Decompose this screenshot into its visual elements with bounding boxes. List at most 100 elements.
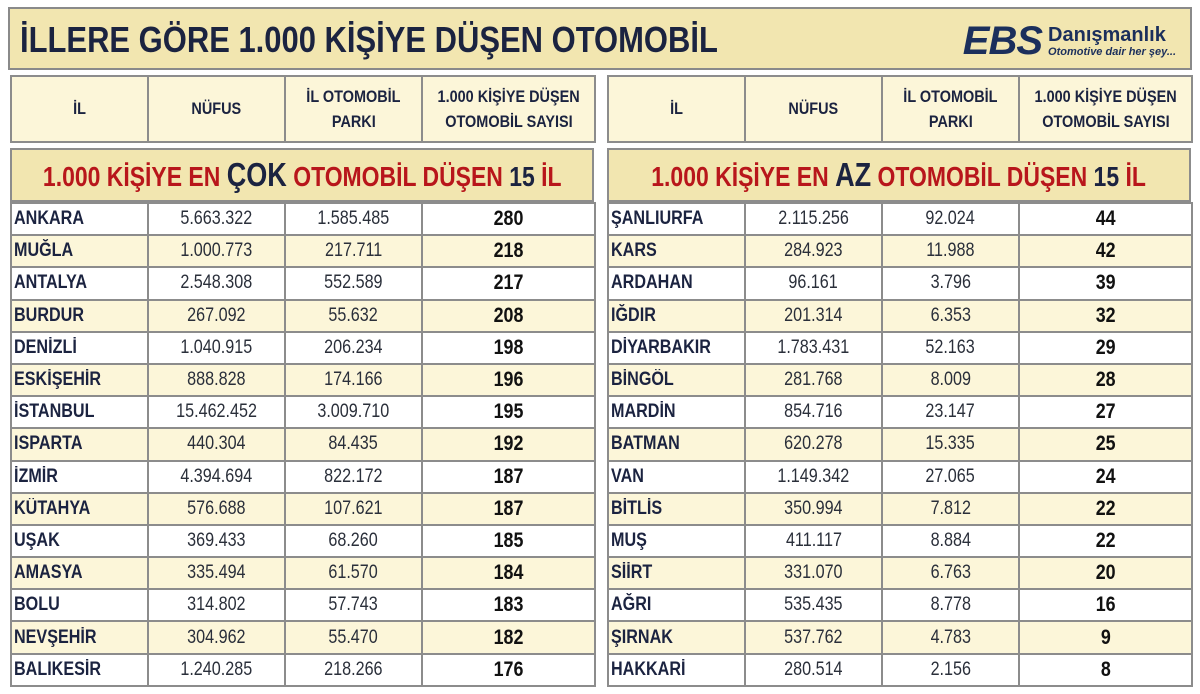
province-cell: DİYARBAKIR [607,330,746,365]
per-1000-cell: 22 [1018,491,1193,526]
province-cell: ŞANLIURFA [607,201,746,237]
province-cell: IĞDIR [607,298,746,333]
table-row: UŞAK 369.433 68.260 185 [10,523,596,559]
population-cell: 4.394.694 [147,459,286,494]
per-1000-cell: 198 [421,330,596,365]
car-park-cell: 7.812 [881,491,1020,526]
car-park-cell: 8.884 [881,523,1020,559]
table-row: NEVŞEHİR 304.962 55.470 182 [10,620,596,655]
province-cell: ANKARA [10,201,149,237]
population-cell: 1.000.773 [147,234,286,269]
population-cell: 888.828 [147,362,286,398]
header-park: İL OTOMOBİL PARKI [284,75,423,143]
car-park-cell: 68.260 [284,523,423,559]
per-1000-cell: 176 [421,652,596,687]
province-cell: MUĞLA [10,234,149,269]
province-cell: AĞRI [607,588,746,623]
data-table: ŞANLIURFA 2.115.256 92.024 44 KARS 284.923 11.… [607,201,1193,687]
province-cell: BİNGÖL [607,362,746,398]
per-1000-cell: 8 [1018,652,1193,687]
car-park-cell: 3.009.710 [284,395,423,430]
table-row: VAN 1.149.342 27.065 24 [607,459,1193,494]
logo-slogan: Otomotive dair her şey... [1048,45,1176,58]
population-cell: 369.433 [147,523,286,559]
province-cell: BATMAN [607,427,746,462]
per-1000-cell: 187 [421,491,596,526]
table-row: BİTLİS 350.994 7.812 22 [607,491,1193,526]
page-title: İLLERE GÖRE 1.000 KİŞİYE DÜŞEN OTOMOBİL [20,19,718,60]
car-park-cell: 6.763 [881,556,1020,591]
table-row: ISPARTA 440.304 84.435 192 [10,427,596,462]
population-cell: 331.070 [744,556,883,591]
per-1000-cell: 184 [421,556,596,591]
province-cell: İSTANBUL [10,395,149,430]
car-park-cell: 27.065 [881,459,1020,494]
car-park-cell: 8.778 [881,588,1020,623]
population-cell: 350.994 [744,491,883,526]
table-row: ESKİŞEHİR 888.828 174.166 196 [10,362,596,398]
per-1000-cell: 24 [1018,459,1193,494]
province-cell: İZMİR [10,459,149,494]
data-table: ANKARA 5.663.322 1.585.485 280 MUĞLA 1.000.77… [10,201,596,687]
header-oran: 1.000 KİŞİYE DÜŞEN OTOMOBİL SAYISI [421,75,596,143]
car-park-cell: 206.234 [284,330,423,365]
population-cell: 201.314 [744,298,883,333]
province-cell: NEVŞEHİR [10,620,149,655]
province-cell: MUŞ [607,523,746,559]
per-1000-cell: 32 [1018,298,1193,333]
province-cell: BURDUR [10,298,149,333]
table-row: İSTANBUL 15.462.452 3.009.710 195 [10,395,596,430]
header-nufus: NÜFUS [147,75,286,143]
province-cell: SİİRT [607,556,746,591]
table-row: BALIKESİR 1.240.285 218.266 176 [10,652,596,687]
table-row: ŞIRNAK 537.762 4.783 9 [607,620,1193,655]
population-cell: 314.802 [147,588,286,623]
table-row: BATMAN 620.278 15.335 25 [607,427,1193,462]
car-park-cell: 8.009 [881,362,1020,398]
car-park-cell: 11.988 [881,234,1020,269]
car-park-cell: 822.172 [284,459,423,494]
car-park-cell: 218.266 [284,652,423,687]
table-row: HAKKARİ 280.514 2.156 8 [607,652,1193,687]
province-cell: ARDAHAN [607,266,746,301]
per-1000-cell: 25 [1018,427,1193,462]
population-cell: 335.494 [147,556,286,591]
column-headers: İL NÜFUS İL OTOMOBİL PARKI 1.000 KİŞİYE D… [607,75,1193,143]
per-1000-cell: 195 [421,395,596,430]
logo-mark: EBS [962,18,1043,63]
per-1000-cell: 182 [421,620,596,655]
car-park-cell: 1.585.485 [284,201,423,237]
table-row: AMASYA 335.494 61.570 184 [10,556,596,591]
table-row: ŞANLIURFA 2.115.256 92.024 44 [607,201,1193,237]
population-cell: 1.040.915 [147,330,286,365]
per-1000-cell: 29 [1018,330,1193,365]
population-cell: 2.548.308 [147,266,286,301]
province-cell: VAN [607,459,746,494]
province-cell: MARDİN [607,395,746,430]
population-cell: 304.962 [147,620,286,655]
population-cell: 854.716 [744,395,883,430]
ebs-logo: EBS Danışmanlık Otomotive dair her şey..… [963,19,1176,63]
table-row: AĞRI 535.435 8.778 16 [607,588,1193,623]
province-cell: KARS [607,234,746,269]
table-row: MUĞLA 1.000.773 217.711 218 [10,234,596,269]
least-cars-panel: İL NÜFUS İL OTOMOBİL PARKI 1.000 KİŞİYE D… [607,75,1193,687]
table-row: ARDAHAN 96.161 3.796 39 [607,266,1193,301]
population-cell: 620.278 [744,427,883,462]
per-1000-cell: 192 [421,427,596,462]
car-park-cell: 84.435 [284,427,423,462]
population-cell: 280.514 [744,652,883,687]
per-1000-cell: 20 [1018,556,1193,591]
header-oran: 1.000 KİŞİYE DÜŞEN OTOMOBİL SAYISI [1018,75,1193,143]
province-cell: AMASYA [10,556,149,591]
car-park-cell: 217.711 [284,234,423,269]
car-park-cell: 4.783 [881,620,1020,655]
table-row: ANKARA 5.663.322 1.585.485 280 [10,201,596,237]
per-1000-cell: 42 [1018,234,1193,269]
province-cell: ESKİŞEHİR [10,362,149,398]
car-park-cell: 3.796 [881,266,1020,301]
per-1000-cell: 217 [421,266,596,301]
province-cell: BOLU [10,588,149,623]
province-cell: ŞIRNAK [607,620,746,655]
population-cell: 96.161 [744,266,883,301]
